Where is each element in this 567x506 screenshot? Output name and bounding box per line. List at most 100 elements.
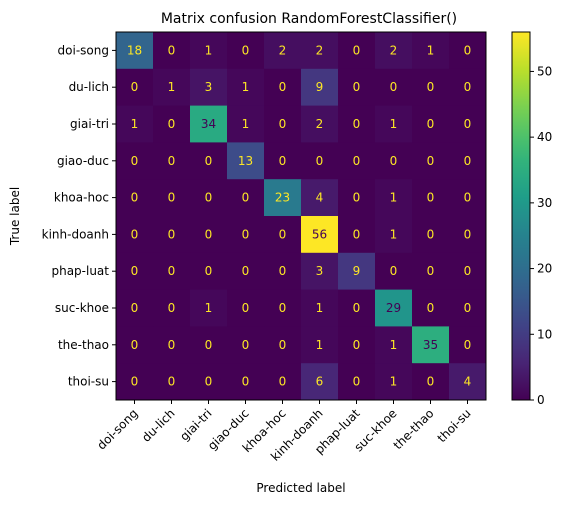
heatmap-cell [190, 326, 228, 364]
heatmap-cell [412, 289, 450, 327]
heatmap-cell [153, 179, 191, 217]
heatmap-cell [116, 289, 154, 327]
plot-frame [115, 31, 487, 401]
cell-value-label: 1 [316, 338, 324, 352]
cell-value-label: 0 [353, 301, 361, 315]
heatmap-cell [449, 32, 487, 70]
cell-value-label: 1 [390, 338, 398, 352]
cell-value-label: 1 [390, 375, 398, 389]
cell-value-label: 1 [205, 301, 213, 315]
heatmap-cell [116, 179, 154, 217]
y-tick-label: the-thao [58, 338, 109, 352]
y-tick-label: phap-luat [51, 264, 109, 278]
cell-value-label: 2 [316, 43, 324, 57]
heatmap-cell [301, 142, 339, 180]
heatmap-cell [412, 363, 450, 401]
heatmap-cell [227, 32, 265, 70]
cell-value-label: 0 [168, 117, 176, 131]
heatmap-cell [338, 216, 376, 254]
x-tick-label: doi-song [94, 406, 140, 452]
heatmap-cell [264, 216, 302, 254]
cell-value-label: 0 [464, 264, 472, 278]
cell-value-label: 0 [464, 154, 472, 168]
cell-value-label: 0 [205, 375, 213, 389]
colorbar-tick-label: 20 [537, 262, 552, 276]
cell-value-label: 0 [353, 117, 361, 131]
cell-value-label: 2 [279, 43, 287, 57]
heatmap-cell [412, 326, 450, 364]
heatmap-cell [301, 252, 339, 291]
x-tick-label: the-thao [391, 406, 437, 452]
y-tick-label: giao-duc [57, 154, 109, 168]
cell-value-label: 0 [168, 154, 176, 168]
heatmap-cell [301, 289, 339, 327]
cell-value-label: 0 [390, 154, 398, 168]
heatmap-cell [264, 32, 302, 70]
cell-value-label: 1 [242, 80, 250, 94]
heatmap-cell [227, 363, 265, 401]
heatmap-cell [338, 105, 376, 143]
cell-value-label: 0 [464, 301, 472, 315]
heatmap-cell [116, 142, 154, 180]
cell-value-label: 0 [353, 43, 361, 57]
heatmap-cell [153, 289, 191, 327]
heatmap-cell [412, 68, 450, 107]
heatmap-cell [153, 252, 191, 291]
heatmap-cell [227, 216, 265, 254]
cell-value-label: 29 [386, 301, 401, 315]
heatmap-cell [190, 216, 228, 254]
y-tick-label: giai-tri [70, 117, 109, 131]
cell-value-label: 23 [275, 191, 290, 205]
heatmap-cell [412, 142, 450, 180]
cell-value-label: 0 [168, 338, 176, 352]
cell-value-label: 0 [205, 154, 213, 168]
heatmap-cell [153, 216, 191, 254]
cell-value-label: 0 [131, 80, 139, 94]
y-tick-label: du-lich [69, 80, 109, 94]
heatmap-cell [264, 363, 302, 401]
x-axis-label: Predicted label [256, 481, 345, 495]
cell-value-label: 2 [390, 43, 398, 57]
heatmap-cell [227, 68, 265, 107]
heatmap-cell [116, 32, 154, 70]
heatmap-cell [375, 179, 413, 217]
heatmap-cell [227, 179, 265, 217]
cell-value-label: 0 [168, 227, 176, 241]
cell-value-label: 0 [390, 264, 398, 278]
cell-value-label: 0 [427, 80, 435, 94]
heatmap-cell [375, 142, 413, 180]
x-tick-label: thoi-su [435, 406, 474, 445]
heatmap-cell [190, 105, 228, 143]
heatmap-cell [190, 289, 228, 327]
heatmap-cell [153, 32, 191, 70]
heatmap-cell [449, 363, 487, 401]
heatmap-cell [375, 68, 413, 107]
cell-value-label: 1 [131, 117, 139, 131]
cell-value-label: 1 [205, 43, 213, 57]
cell-value-label: 0 [353, 154, 361, 168]
heatmap-cell [449, 252, 487, 291]
cell-value-label: 0 [464, 338, 472, 352]
cell-value-label: 0 [427, 227, 435, 241]
heatmap-cell [412, 32, 450, 70]
cell-value-label: 1 [390, 117, 398, 131]
cell-value-label: 0 [279, 338, 287, 352]
y-tick-label: khoa-hoc [54, 191, 109, 205]
cell-value-label: 0 [353, 338, 361, 352]
heatmap-cell [116, 105, 154, 143]
heatmap-cell [264, 289, 302, 327]
heatmap-cell [338, 68, 376, 107]
heatmap-cell [301, 32, 339, 70]
cell-value-label: 0 [242, 264, 250, 278]
heatmap-cell [338, 326, 376, 364]
heatmap-cell [375, 105, 413, 143]
y-tick-label: kinh-doanh [42, 227, 109, 241]
cell-value-label: 2 [316, 117, 324, 131]
cell-value-label: 0 [464, 227, 472, 241]
heatmap-cell [264, 68, 302, 107]
heatmap-cell [227, 326, 265, 364]
cell-value-label: 0 [168, 191, 176, 205]
cell-value-label: 0 [242, 227, 250, 241]
heatmap-cell [190, 32, 228, 70]
